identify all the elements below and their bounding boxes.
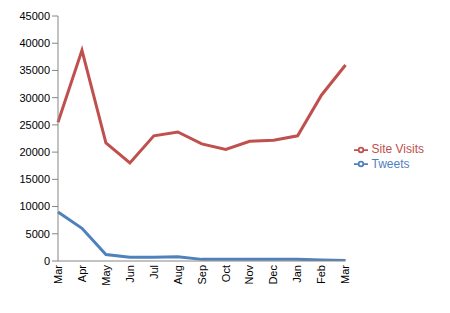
svg-text:Aug: Aug — [172, 265, 184, 285]
svg-text:Nov: Nov — [243, 265, 255, 285]
svg-text:30000: 30000 — [19, 92, 50, 104]
svg-text:Jul: Jul — [148, 265, 160, 279]
svg-text:Feb: Feb — [315, 265, 327, 284]
html-text:Tweets: Tweets — [371, 156, 410, 171]
svg-text:40000: 40000 — [19, 37, 50, 49]
svg-text:Mar: Mar — [339, 265, 351, 284]
svg-text:10000: 10000 — [19, 200, 50, 212]
svg-text:25000: 25000 — [19, 119, 50, 131]
svg-text:Apr: Apr — [76, 265, 88, 282]
svg-text:35000: 35000 — [19, 64, 50, 76]
svg-text:15000: 15000 — [19, 173, 50, 185]
svg-text:5000: 5000 — [26, 228, 50, 240]
svg-text:0: 0 — [44, 255, 50, 267]
svg-text:Jan: Jan — [291, 265, 303, 283]
svg-text:Oct: Oct — [220, 265, 232, 282]
svg-text:Dec: Dec — [267, 265, 279, 285]
svg-text:45000: 45000 — [19, 10, 50, 22]
svg-text:Jun: Jun — [124, 265, 136, 283]
svg-text:20000: 20000 — [19, 146, 50, 158]
svg-text:Mar: Mar — [52, 265, 64, 284]
svg-text:May: May — [100, 265, 112, 286]
svg-text:Sep: Sep — [196, 265, 208, 285]
html-text:Site Visits: Site Visits — [371, 141, 424, 156]
